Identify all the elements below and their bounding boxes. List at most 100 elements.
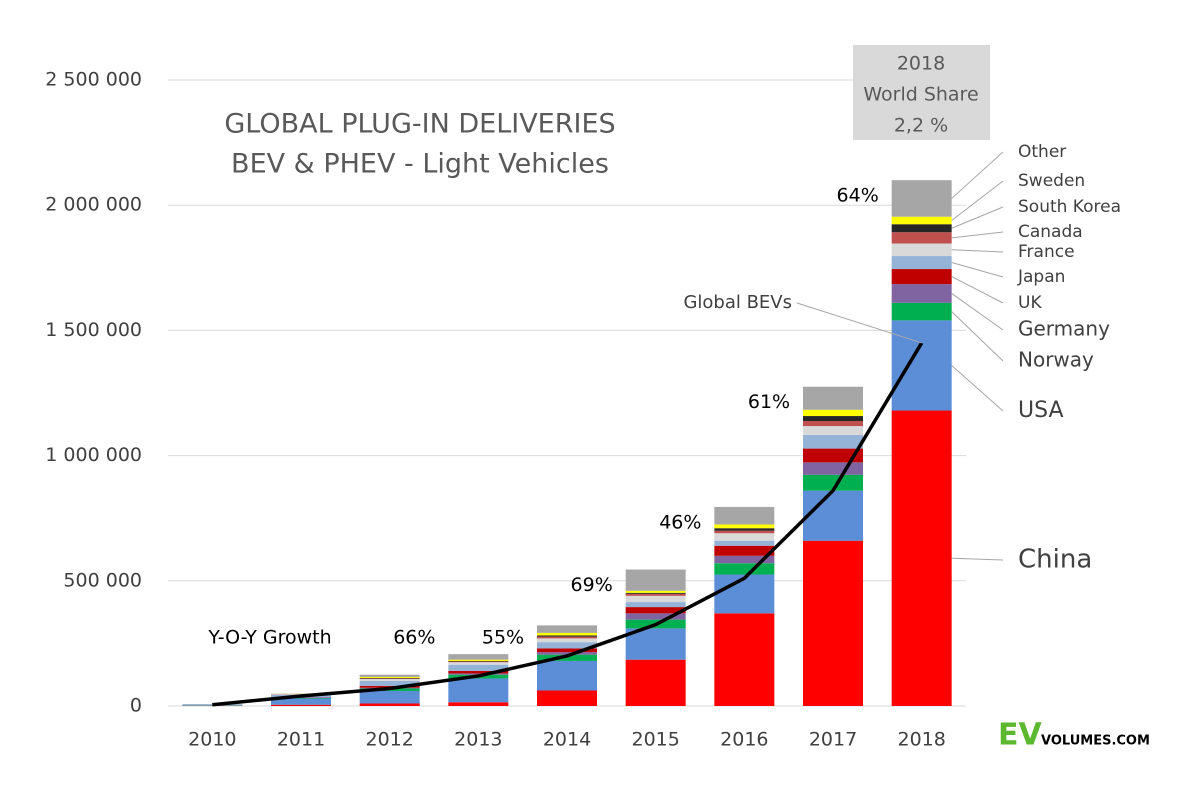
bar-segment: [891, 302, 952, 321]
growth-label: 61%: [748, 391, 790, 413]
bar-segment: [891, 216, 952, 225]
growth-label: 66%: [393, 627, 435, 649]
legend-leader: [951, 231, 1004, 239]
bar-segment: [625, 659, 686, 706]
bar-segment: [625, 590, 686, 593]
line-label: Global BEVs: [683, 292, 792, 313]
bar-segment: [359, 703, 420, 706]
bar-segment: [803, 426, 863, 435]
share-box: [853, 45, 990, 140]
bar-segment: [714, 555, 775, 564]
source-logo: EV: [998, 718, 1042, 753]
legend-label: USA: [1018, 398, 1064, 423]
growth-label: 64%: [837, 185, 879, 207]
bar-segment: [359, 674, 420, 677]
bar-segment: [537, 625, 597, 633]
bar-segment: [625, 607, 686, 614]
bar-segment: [359, 680, 420, 686]
bar-segment: [803, 434, 863, 449]
bar-segment: [803, 416, 863, 422]
bar-segment: [448, 678, 509, 703]
line-leader: [796, 302, 922, 344]
bar-segment: [803, 448, 863, 463]
x-tick-label: 2013: [454, 729, 502, 751]
bar-segment: [803, 474, 863, 491]
y-tick-label: 2 500 000: [45, 69, 142, 91]
legend-label: Germany: [1018, 317, 1110, 341]
bar-segment: [714, 528, 775, 531]
x-tick-label: 2011: [277, 729, 325, 751]
bar-segment: [448, 662, 509, 665]
bar-segment: [803, 540, 863, 706]
legend-label: France: [1018, 242, 1075, 262]
bar-segment: [803, 386, 863, 410]
bar-segment: [625, 569, 686, 591]
legend-label: UK: [1018, 293, 1042, 313]
legend-label: Sweden: [1018, 171, 1085, 191]
legend-leader: [951, 557, 1004, 561]
bar-segment: [891, 269, 952, 285]
bar-segment: [891, 232, 952, 244]
bar-segment: [891, 243, 952, 257]
x-tick-label: 2017: [809, 729, 857, 751]
bar-segment: [448, 654, 509, 660]
bar-segment: [714, 613, 775, 706]
bar-segment: [537, 635, 597, 637]
legend-leader: [951, 293, 1004, 331]
source-logo: VOLUMES.COM: [1041, 734, 1150, 749]
bar-segment: [714, 563, 775, 575]
bar-segment: [714, 533, 775, 541]
bar-segment: [537, 654, 597, 661]
bar-segment: [803, 421, 863, 427]
bar-segment: [271, 704, 331, 706]
bar-segment: [537, 636, 597, 639]
bar-segment: [714, 506, 775, 525]
legend-leader: [951, 276, 1004, 304]
bar-segment: [359, 676, 420, 678]
chart-title: GLOBAL PLUG-IN DELIVERIES: [224, 109, 615, 140]
bar-segment: [803, 490, 863, 541]
legend-label: Canada: [1018, 222, 1083, 242]
legend-leader: [951, 180, 1004, 221]
legend-leader: [951, 151, 1004, 199]
share-box-text: 2018: [897, 53, 945, 75]
bar-segment: [359, 678, 420, 679]
bar-segment: [537, 642, 597, 649]
bar-segment: [537, 660, 597, 691]
bar-segment: [625, 602, 686, 608]
bar-segment: [359, 677, 420, 679]
share-box-text: 2,2 %: [894, 115, 948, 137]
legend-leader: [951, 311, 1004, 362]
y-tick-label: 1 000 000: [45, 444, 142, 466]
x-tick-label: 2018: [897, 729, 945, 751]
bar-segment: [891, 180, 952, 217]
bar-segment: [891, 410, 952, 706]
bar-segment: [714, 530, 775, 534]
x-tick-label: 2015: [631, 729, 679, 751]
x-tick-label: 2012: [365, 729, 413, 751]
bar-segment: [714, 574, 775, 614]
legend-label: Other: [1018, 142, 1066, 162]
bar-segment: [891, 284, 952, 303]
legend-leader: [951, 262, 1004, 278]
bar-segment: [537, 690, 597, 706]
bar-segment: [448, 670, 509, 674]
bar-segment: [448, 673, 509, 675]
growth-label: 69%: [571, 574, 613, 596]
legend-label: Norway: [1018, 348, 1094, 372]
x-tick-label: 2016: [720, 729, 768, 751]
legend-leader: [951, 206, 1004, 229]
bar-segment: [537, 632, 597, 636]
bar-segment: [448, 661, 509, 663]
bar-segment: [803, 462, 863, 475]
bar-segment: [891, 224, 952, 233]
legend-label: China: [1018, 545, 1092, 575]
chart-subtitle: BEV & PHEV - Light Vehicles: [231, 149, 609, 180]
y-tick-label: 0: [130, 695, 142, 717]
bar-segment: [359, 678, 420, 681]
bar-segment: [448, 659, 509, 661]
bar-segment: [271, 697, 331, 699]
bar-segment: [271, 698, 331, 705]
bar-segment: [714, 540, 775, 546]
